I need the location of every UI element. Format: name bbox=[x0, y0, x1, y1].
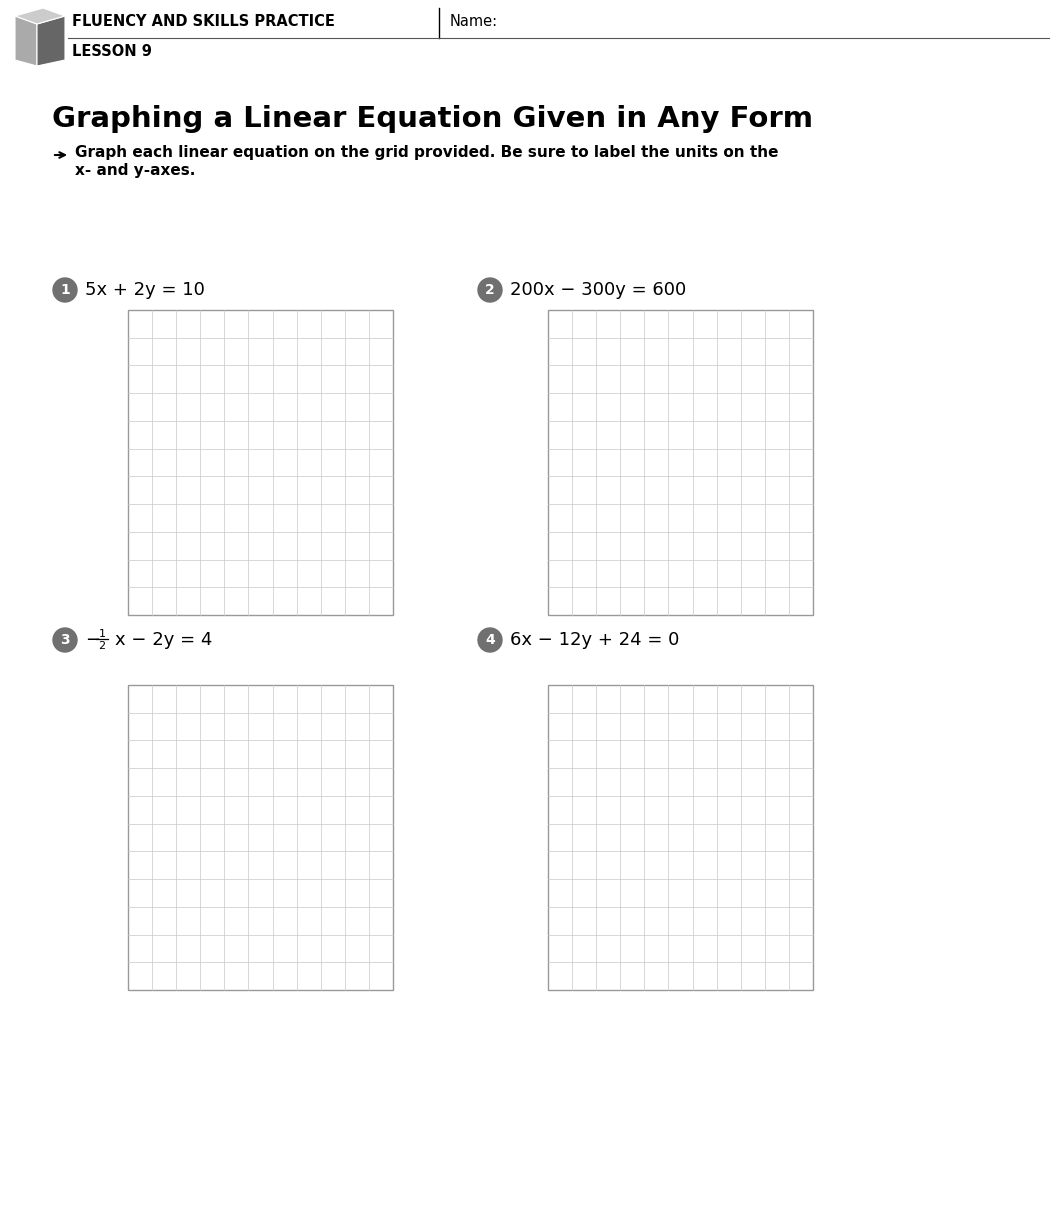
Text: x- and y-axes.: x- and y-axes. bbox=[75, 163, 195, 179]
Text: 1: 1 bbox=[98, 628, 106, 639]
Text: 1: 1 bbox=[60, 283, 70, 297]
Circle shape bbox=[53, 278, 77, 302]
Text: 200x − 300y = 600: 200x − 300y = 600 bbox=[510, 281, 686, 298]
Polygon shape bbox=[15, 16, 37, 66]
Text: −: − bbox=[85, 631, 101, 649]
Text: 2: 2 bbox=[98, 641, 106, 650]
Text: Graphing a Linear Equation Given in Any Form: Graphing a Linear Equation Given in Any … bbox=[52, 105, 813, 133]
Text: 5x + 2y = 10: 5x + 2y = 10 bbox=[85, 281, 204, 298]
Text: FLUENCY AND SKILLS PRACTICE: FLUENCY AND SKILLS PRACTICE bbox=[72, 15, 335, 29]
Text: 6x − 12y + 24 = 0: 6x − 12y + 24 = 0 bbox=[510, 631, 680, 649]
Text: Graph each linear equation on the grid provided. Be sure to label the units on t: Graph each linear equation on the grid p… bbox=[75, 145, 778, 161]
Text: 4: 4 bbox=[485, 633, 495, 647]
Bar bbox=[548, 685, 813, 990]
Text: 2: 2 bbox=[485, 283, 495, 297]
Text: Name:: Name: bbox=[449, 15, 498, 29]
Circle shape bbox=[53, 628, 77, 652]
Polygon shape bbox=[37, 16, 65, 66]
Text: x − 2y = 4: x − 2y = 4 bbox=[115, 631, 213, 649]
Circle shape bbox=[478, 628, 502, 652]
Bar bbox=[128, 311, 393, 615]
Bar bbox=[128, 685, 393, 990]
Text: LESSON 9: LESSON 9 bbox=[72, 45, 151, 60]
Text: 3: 3 bbox=[60, 633, 70, 647]
Bar bbox=[548, 311, 813, 615]
Polygon shape bbox=[15, 9, 65, 24]
Circle shape bbox=[478, 278, 502, 302]
